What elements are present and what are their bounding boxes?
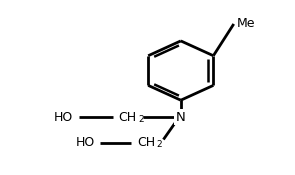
Text: CH: CH [118, 111, 136, 124]
Text: 2: 2 [157, 140, 163, 149]
Text: HO: HO [54, 111, 73, 124]
Text: HO: HO [76, 136, 95, 149]
Text: Me: Me [237, 18, 256, 30]
Text: 2: 2 [138, 115, 144, 124]
Text: CH: CH [137, 136, 155, 149]
Text: N: N [176, 111, 186, 124]
